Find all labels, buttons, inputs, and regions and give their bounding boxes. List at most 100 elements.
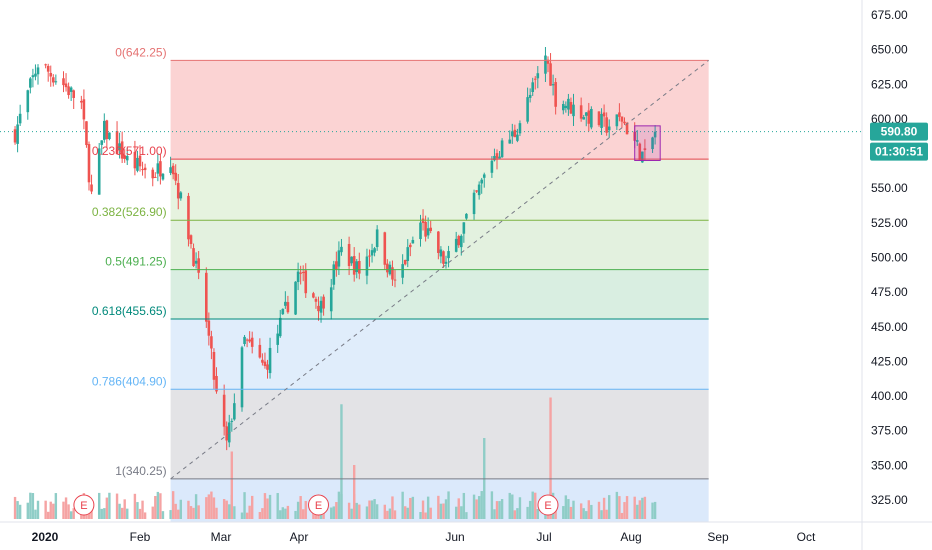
candle[interactable]	[136, 157, 139, 171]
candle[interactable]	[123, 155, 126, 159]
candle[interactable]	[350, 256, 353, 264]
candle[interactable]	[625, 123, 629, 135]
candle[interactable]	[222, 394, 226, 427]
candle[interactable]	[276, 333, 279, 345]
candle[interactable]	[230, 420, 234, 422]
candle[interactable]	[278, 317, 282, 337]
candle[interactable]	[212, 351, 216, 380]
candle[interactable]	[72, 90, 75, 98]
candle[interactable]	[569, 102, 573, 114]
candle[interactable]	[564, 105, 568, 109]
candle[interactable]	[536, 73, 540, 79]
candle[interactable]	[317, 305, 320, 312]
candle[interactable]	[454, 238, 458, 252]
candle[interactable]	[250, 337, 254, 347]
earnings-event-1[interactable]: E	[308, 494, 329, 516]
candle[interactable]	[409, 244, 412, 248]
candle[interactable]	[370, 250, 374, 256]
candle[interactable]	[335, 261, 338, 270]
candle[interactable]	[69, 87, 73, 92]
candle[interactable]	[383, 232, 387, 265]
candle[interactable]	[105, 120, 109, 140]
candle[interactable]	[439, 249, 443, 257]
candle[interactable]	[215, 375, 218, 392]
candle[interactable]	[572, 104, 575, 117]
candle[interactable]	[419, 222, 422, 240]
candle[interactable]	[579, 105, 583, 119]
candle[interactable]	[582, 117, 585, 120]
candle[interactable]	[87, 144, 91, 183]
candle[interactable]	[355, 261, 359, 273]
candle[interactable]	[600, 113, 603, 128]
candle[interactable]	[447, 251, 450, 259]
candle[interactable]	[133, 151, 137, 169]
candle[interactable]	[210, 336, 213, 349]
candle[interactable]	[615, 114, 619, 127]
candle[interactable]	[187, 195, 190, 240]
candle[interactable]	[597, 111, 601, 126]
candle[interactable]	[623, 121, 626, 124]
candle[interactable]	[171, 165, 175, 175]
candle[interactable]	[653, 131, 657, 138]
candle[interactable]	[365, 256, 369, 276]
candle[interactable]	[243, 336, 246, 345]
candle[interactable]	[567, 98, 570, 110]
candle[interactable]	[266, 364, 269, 370]
candle[interactable]	[169, 167, 172, 173]
candle[interactable]	[587, 110, 591, 124]
candle[interactable]	[472, 192, 476, 215]
earnings-event-2[interactable]: E	[537, 494, 559, 516]
candle[interactable]	[500, 140, 504, 158]
candle[interactable]	[477, 184, 481, 196]
trend-line[interactable]	[170, 59, 709, 480]
candle[interactable]	[651, 137, 654, 150]
candle[interactable]	[358, 260, 361, 274]
candle[interactable]	[442, 251, 445, 264]
candle[interactable]	[584, 112, 588, 116]
candle[interactable]	[31, 75, 35, 78]
candle[interactable]	[143, 167, 147, 171]
candle[interactable]	[444, 261, 448, 264]
candle[interactable]	[80, 100, 83, 103]
candle[interactable]	[424, 221, 427, 237]
candle[interactable]	[18, 113, 22, 124]
candle[interactable]	[90, 184, 93, 192]
candle[interactable]	[34, 73, 37, 77]
candle[interactable]	[322, 296, 325, 309]
candle[interactable]	[248, 339, 251, 342]
candle[interactable]	[281, 308, 285, 315]
candle[interactable]	[154, 176, 157, 178]
candle[interactable]	[490, 160, 494, 173]
candle[interactable]	[85, 121, 88, 146]
selection-rectangle[interactable]	[634, 125, 661, 161]
candle[interactable]	[263, 361, 267, 367]
candle[interactable]	[480, 179, 483, 184]
time-axis[interactable]: 2020 Feb Mar Apr Jun Jul Aug Sep Oct	[0, 521, 932, 544]
candle[interactable]	[97, 148, 101, 195]
candle[interactable]	[268, 347, 272, 374]
candle[interactable]	[26, 90, 30, 113]
candle[interactable]	[533, 78, 537, 80]
candle[interactable]	[62, 78, 65, 86]
candle[interactable]	[192, 248, 195, 266]
candle[interactable]	[189, 235, 193, 245]
candle[interactable]	[549, 63, 552, 86]
candle[interactable]	[46, 65, 50, 72]
candle[interactable]	[421, 218, 425, 224]
candle[interactable]	[16, 124, 19, 144]
candle[interactable]	[159, 161, 162, 177]
candle[interactable]	[304, 270, 308, 294]
candle[interactable]	[401, 264, 404, 278]
candle[interactable]	[299, 272, 302, 274]
candle[interactable]	[602, 112, 606, 117]
candle[interactable]	[115, 131, 119, 155]
candle[interactable]	[531, 82, 534, 92]
candle[interactable]	[67, 86, 70, 96]
candle[interactable]	[526, 97, 529, 122]
candle[interactable]	[528, 94, 532, 98]
candle[interactable]	[605, 117, 608, 133]
candle[interactable]	[13, 129, 17, 143]
candle[interactable]	[546, 59, 550, 64]
